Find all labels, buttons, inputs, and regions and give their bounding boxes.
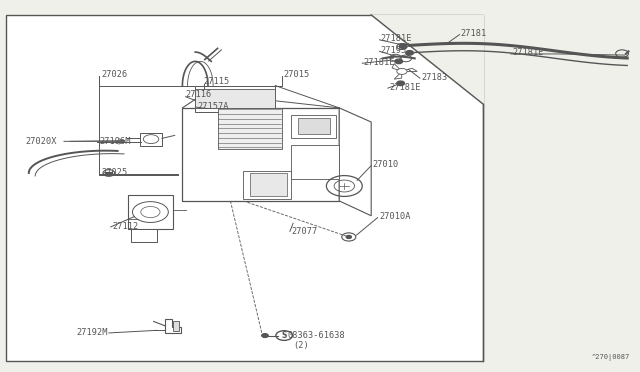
Polygon shape [250,173,287,196]
Text: 27181: 27181 [461,29,487,38]
Polygon shape [195,89,275,108]
Circle shape [397,81,404,86]
Text: 27192M: 27192M [76,328,108,337]
Text: S: S [282,331,287,340]
Polygon shape [291,145,339,179]
Polygon shape [218,108,282,149]
Text: 27196M: 27196M [99,137,131,146]
Polygon shape [140,133,162,146]
Text: 27010: 27010 [372,160,399,169]
Polygon shape [165,319,181,333]
Polygon shape [339,108,371,216]
Text: 08363-61638: 08363-61638 [288,331,346,340]
Polygon shape [394,71,402,79]
Circle shape [262,334,268,337]
Text: 27181E: 27181E [381,34,412,43]
Text: 27181E: 27181E [389,83,420,92]
Text: 27010A: 27010A [379,212,410,221]
Text: (2): (2) [293,341,309,350]
Circle shape [395,59,403,64]
Polygon shape [182,108,339,201]
Polygon shape [128,195,173,229]
FancyBboxPatch shape [6,15,483,361]
Text: 27025: 27025 [101,169,127,177]
Text: 27112: 27112 [112,222,138,231]
Polygon shape [402,68,417,71]
Text: 27077: 27077 [291,227,317,236]
Circle shape [399,44,407,48]
Text: 27181E: 27181E [364,58,395,67]
Circle shape [406,51,413,55]
Text: 27026: 27026 [101,70,127,79]
Text: 27116: 27116 [186,90,212,99]
Text: ^270|0087: ^270|0087 [592,355,630,361]
Circle shape [397,68,407,74]
Text: 27157A: 27157A [197,102,228,110]
Polygon shape [298,118,330,134]
Text: 27183: 27183 [421,73,447,82]
Polygon shape [392,64,402,71]
Polygon shape [371,15,483,104]
Polygon shape [131,229,157,242]
Text: 27015: 27015 [284,70,310,79]
Text: 27020X: 27020X [26,137,57,146]
Circle shape [346,235,351,238]
Text: 27115: 27115 [204,77,230,86]
Polygon shape [291,115,336,138]
Text: 27195: 27195 [381,46,407,55]
Polygon shape [173,321,179,331]
Text: 27181E: 27181E [512,48,543,57]
Polygon shape [243,171,291,199]
Polygon shape [195,86,275,112]
